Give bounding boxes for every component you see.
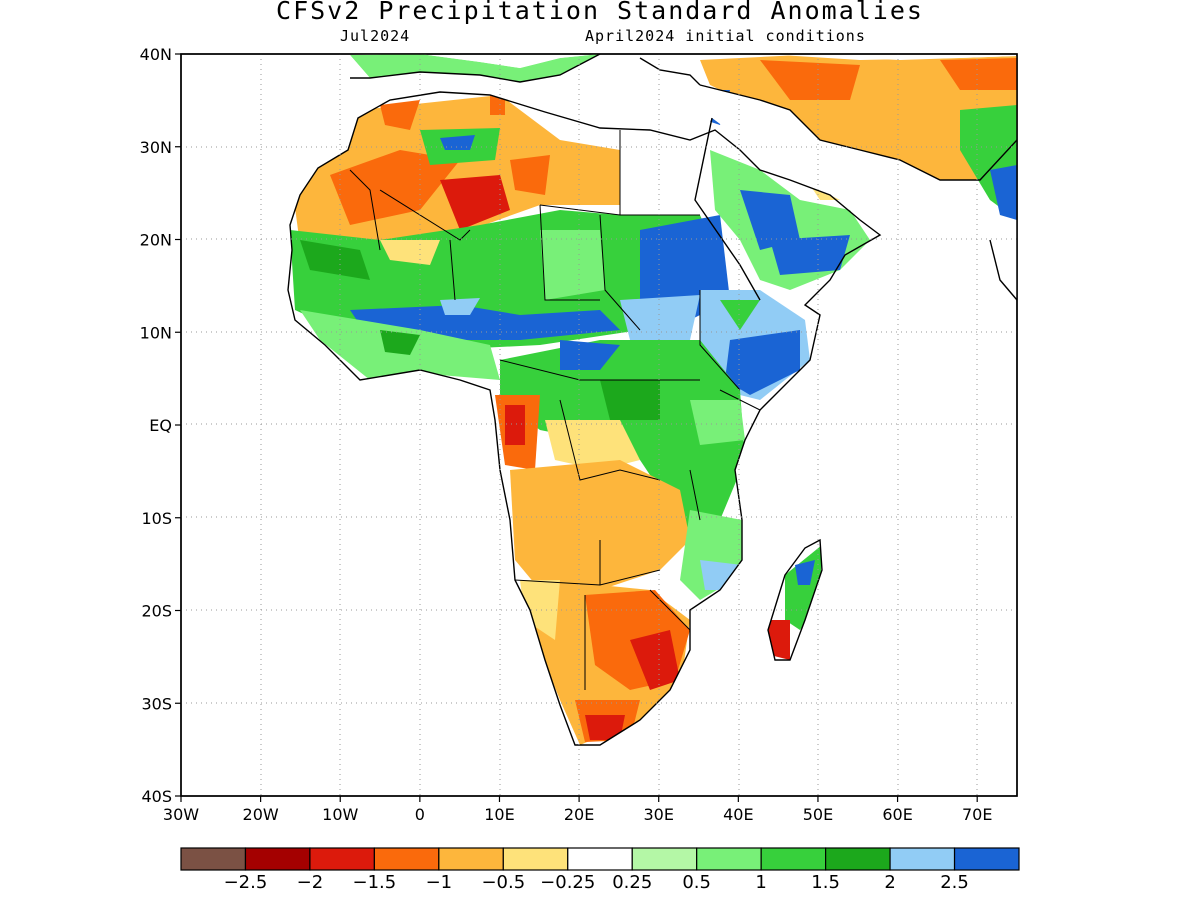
lon-tick-label: 60E	[882, 805, 912, 824]
lat-tick-label: 10S	[141, 509, 172, 528]
colorbar-swatch	[760, 847, 827, 871]
colorbar-swatch	[438, 847, 504, 871]
colorbar-swatch	[889, 847, 956, 871]
grid-lines	[181, 54, 1017, 796]
lon-tick-label: 0	[415, 805, 425, 824]
colorbar-swatch	[567, 847, 633, 871]
lon-tick-label: 10W	[322, 805, 358, 824]
initial-conditions-label: April2024 initial conditions	[585, 27, 866, 45]
latitude-axis: 40N 30N 20N 10N EQ 10S 20S 30S 40S	[140, 45, 181, 806]
lat-tick-label: 10N	[140, 323, 172, 342]
colorbar-swatch	[825, 847, 891, 871]
lon-tick-label: 40E	[723, 805, 753, 824]
colorbar-swatch	[631, 847, 698, 871]
colorbar-label: 2.5	[940, 872, 969, 893]
colorbar-label: −0.5	[481, 872, 525, 893]
colorbar-label: −2	[297, 872, 324, 893]
country-borders	[349, 130, 761, 690]
longitude-axis: 30W 20W 10W 0 10E 20E 30E 40E 50E 60E 70E	[163, 796, 992, 824]
colorbar-label: −0.25	[540, 872, 595, 893]
valid-month-label: Jul2024	[340, 27, 411, 45]
colorbar-label: −1	[426, 872, 453, 893]
colorbar-swatch	[696, 847, 762, 871]
lon-tick-label: 20W	[243, 805, 279, 824]
colorbar-label: −2.5	[224, 872, 268, 893]
lon-tick-label: 70E	[962, 805, 992, 824]
colorbar: −2.5 −2 −1.5 −1 −0.5 −0.25 0.25 0.5 1 1.5 2 2.5	[180, 847, 1020, 893]
colorbar-swatch	[502, 847, 569, 871]
colorbar-label: 1	[755, 872, 766, 893]
colorbar-swatch	[953, 847, 1020, 871]
colorbar-swatch	[373, 847, 440, 871]
lat-tick-label: 30S	[141, 694, 172, 713]
lat-tick-label: 40N	[140, 45, 172, 64]
lat-tick-label: 30N	[140, 138, 172, 157]
lon-tick-label: 50E	[803, 805, 833, 824]
lon-tick-label: 30E	[643, 805, 673, 824]
lon-tick-label: 30W	[163, 805, 199, 824]
colorbar-swatch	[309, 847, 375, 871]
colorbar-swatch	[180, 847, 247, 871]
lon-tick-label: 10E	[484, 805, 514, 824]
colorbar-swatch	[244, 847, 311, 871]
map-title: CFSv2 Precipitation Standard Anomalies	[276, 0, 924, 25]
colorbar-label: 0.25	[612, 872, 652, 893]
coastlines	[287, 54, 1017, 746]
colorbar-label: −1.5	[353, 872, 397, 893]
lat-tick-label: EQ	[149, 416, 172, 435]
lat-tick-label: 20S	[141, 602, 172, 621]
colorbar-label: 2	[884, 872, 895, 893]
colorbar-label: 1.5	[811, 872, 840, 893]
lat-tick-label: 20N	[140, 231, 172, 250]
lat-tick-label: 40S	[141, 787, 172, 806]
lon-tick-label: 20E	[564, 805, 594, 824]
colorbar-label: 0.5	[682, 872, 711, 893]
